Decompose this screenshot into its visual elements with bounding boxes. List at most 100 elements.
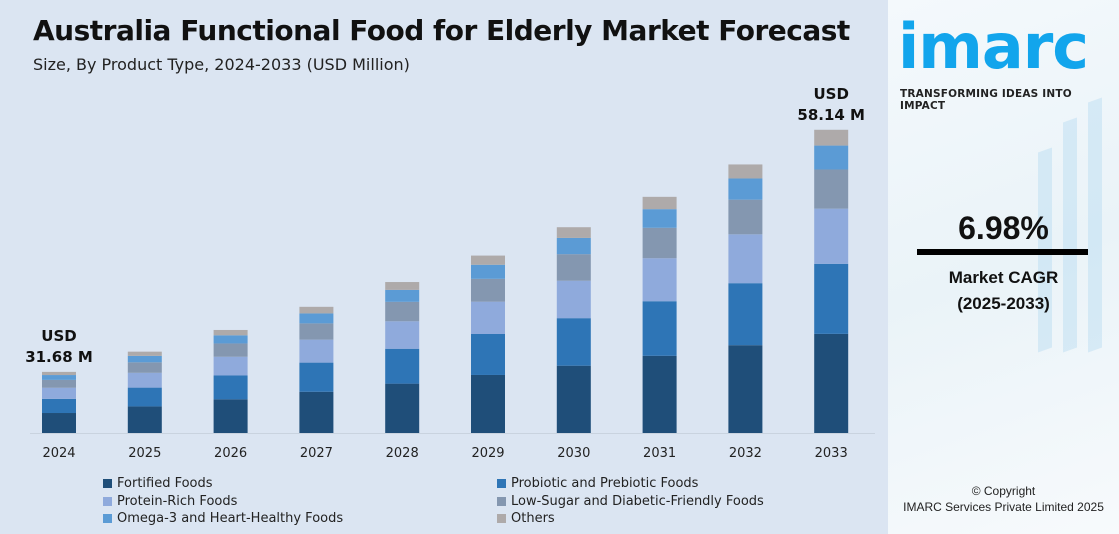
x-tick-label: 2032: [729, 446, 762, 461]
bar-segment-2032-4: [728, 178, 763, 200]
cagr-label: Market CAGR: [948, 268, 1059, 287]
bar-segment-2027-0: [299, 391, 334, 433]
bar-segment-2026-2: [213, 356, 248, 376]
bar-segment-2027-1: [299, 362, 334, 392]
bar-segment-2026-3: [213, 343, 248, 357]
value-annotation: USD: [41, 327, 76, 345]
bar-segment-2028-4: [385, 289, 420, 302]
bar-segment-2029-0: [471, 374, 505, 433]
bar-segment-2025-2: [127, 372, 162, 388]
bar-segment-2029-2: [471, 301, 505, 334]
bar-segment-2031-3: [642, 227, 677, 259]
legend-label: Omega-3 and Heart-Healthy Foods: [117, 511, 344, 526]
bar-segment-2025-5: [127, 351, 162, 356]
bar-segment-2030-1: [556, 318, 591, 366]
bar-segment-2026-5: [213, 329, 248, 336]
bar-segment-2024-0: [42, 413, 76, 433]
bar-segment-2025-4: [127, 355, 162, 363]
x-tick-label: 2030: [557, 446, 590, 461]
bar-segment-2030-0: [556, 365, 591, 433]
bar-segment-2024-3: [42, 379, 76, 388]
x-tick-label: 2033: [815, 446, 848, 461]
x-tick-label: 2024: [42, 446, 75, 461]
legend-swatch: [103, 496, 112, 506]
x-tick-label: 2025: [128, 446, 161, 461]
legend-item: Fortified Foods: [103, 476, 213, 491]
bar-segment-2028-5: [385, 282, 420, 290]
bar-segment-2032-5: [728, 164, 763, 179]
company-name: IMARC Services Private Limited 2025: [903, 500, 1104, 514]
bar-segment-2031-0: [642, 355, 677, 433]
x-tick-label: 2026: [214, 446, 247, 461]
bar-segment-2029-1: [471, 333, 505, 375]
legend-swatch: [103, 479, 112, 488]
cagr-value: 6.98%: [958, 210, 1049, 246]
legend-swatch: [497, 479, 506, 488]
bar-segment-2032-3: [728, 199, 763, 235]
bar-segment-2027-2: [299, 339, 334, 363]
bar-segment-2033-1: [814, 263, 849, 334]
chart-panel: Australia Functional Food for Elderly Ma…: [0, 0, 888, 534]
bar-segment-2032-1: [728, 283, 763, 346]
legend-swatch: [497, 514, 506, 523]
legend-label: Low-Sugar and Diabetic-Friendly Foods: [511, 493, 764, 509]
copyright: © Copyright: [971, 484, 1036, 498]
legend-item: Protein-Rich Foods: [103, 494, 237, 509]
bar-segment-2025-3: [127, 362, 162, 373]
legend-item: Low-Sugar and Diabetic-Friendly Foods: [497, 494, 764, 509]
bar-segment-2024-5: [42, 371, 76, 376]
value-annotation: USD: [813, 85, 848, 103]
bar-segment-2028-2: [385, 321, 420, 349]
chart-title: Australia Functional Food for Elderly Ma…: [33, 14, 850, 47]
chart-subtitle: Size, By Product Type, 2024-2033 (USD Mi…: [33, 55, 410, 74]
bar-segment-2026-0: [213, 399, 248, 433]
bar-segment-2032-2: [728, 234, 763, 284]
x-tick-label: 2028: [386, 446, 419, 461]
bar-segment-2028-3: [385, 301, 420, 322]
bar-segment-2030-4: [556, 237, 591, 255]
legend-swatch: [103, 514, 112, 523]
bar-segment-2033-3: [814, 169, 849, 209]
legend-item: Others: [497, 511, 555, 526]
bar-segment-2030-2: [556, 280, 591, 319]
bar-segment-2024-1: [42, 398, 76, 414]
x-tick-label: 2029: [471, 446, 504, 461]
bar-segment-2030-5: [556, 227, 591, 238]
x-tick-label: 2027: [300, 446, 333, 461]
bar-segment-2033-5: [814, 129, 849, 146]
legend-item: Probiotic and Prebiotic Foods: [497, 476, 698, 491]
x-tick-label: 2031: [643, 446, 676, 461]
legend-label: Others: [511, 511, 555, 526]
imarc-logo: imarc: [898, 10, 1089, 83]
value-annotation: 58.14 M: [797, 106, 865, 124]
bar-segment-2028-0: [385, 383, 420, 433]
bar-segment-2027-4: [299, 313, 334, 324]
bar-segment-2029-4: [471, 264, 505, 279]
bar-segment-2030-3: [556, 254, 591, 281]
bar-segment-2029-3: [471, 278, 505, 302]
stacked-bar-chart: 2024 2025 2026 2027 2028 2029 2030 2031 2032 2033…: [25, 85, 875, 461]
legend-swatch: [497, 496, 506, 506]
bar-segment-2028-1: [385, 348, 420, 384]
bar-segment-2031-2: [642, 258, 677, 302]
bar-segment-2033-0: [814, 333, 849, 433]
legend-item: Omega-3 and Heart-Healthy Foods: [103, 511, 343, 526]
legend-label: Protein-Rich Foods: [117, 493, 238, 509]
bar-segment-2026-1: [213, 375, 248, 400]
bar-segment-2031-4: [642, 209, 677, 228]
bar-segment-2031-5: [642, 196, 677, 210]
bar-segment-2033-2: [814, 208, 849, 264]
legend-label: Probiotic and Prebiotic Foods: [511, 476, 699, 491]
tagline: TRANSFORMING IDEAS INTO IMPACT: [900, 88, 1072, 112]
cagr-period: (2025-2033): [957, 294, 1050, 313]
sidebar-panel: imarc TRANSFORMING IDEAS INTO IMPACT 6.9…: [888, 0, 1119, 534]
bar-segment-2027-3: [299, 323, 334, 340]
bar-segment-2029-5: [471, 255, 505, 265]
bar-segment-2027-5: [299, 306, 334, 314]
bar-segment-2024-2: [42, 387, 76, 399]
bar-segment-2031-1: [642, 301, 677, 356]
divider: [917, 249, 1088, 255]
value-annotation: 31.68 M: [25, 348, 93, 366]
bar-segment-2033-4: [814, 145, 849, 170]
bar-segment-2024-4: [42, 375, 76, 380]
